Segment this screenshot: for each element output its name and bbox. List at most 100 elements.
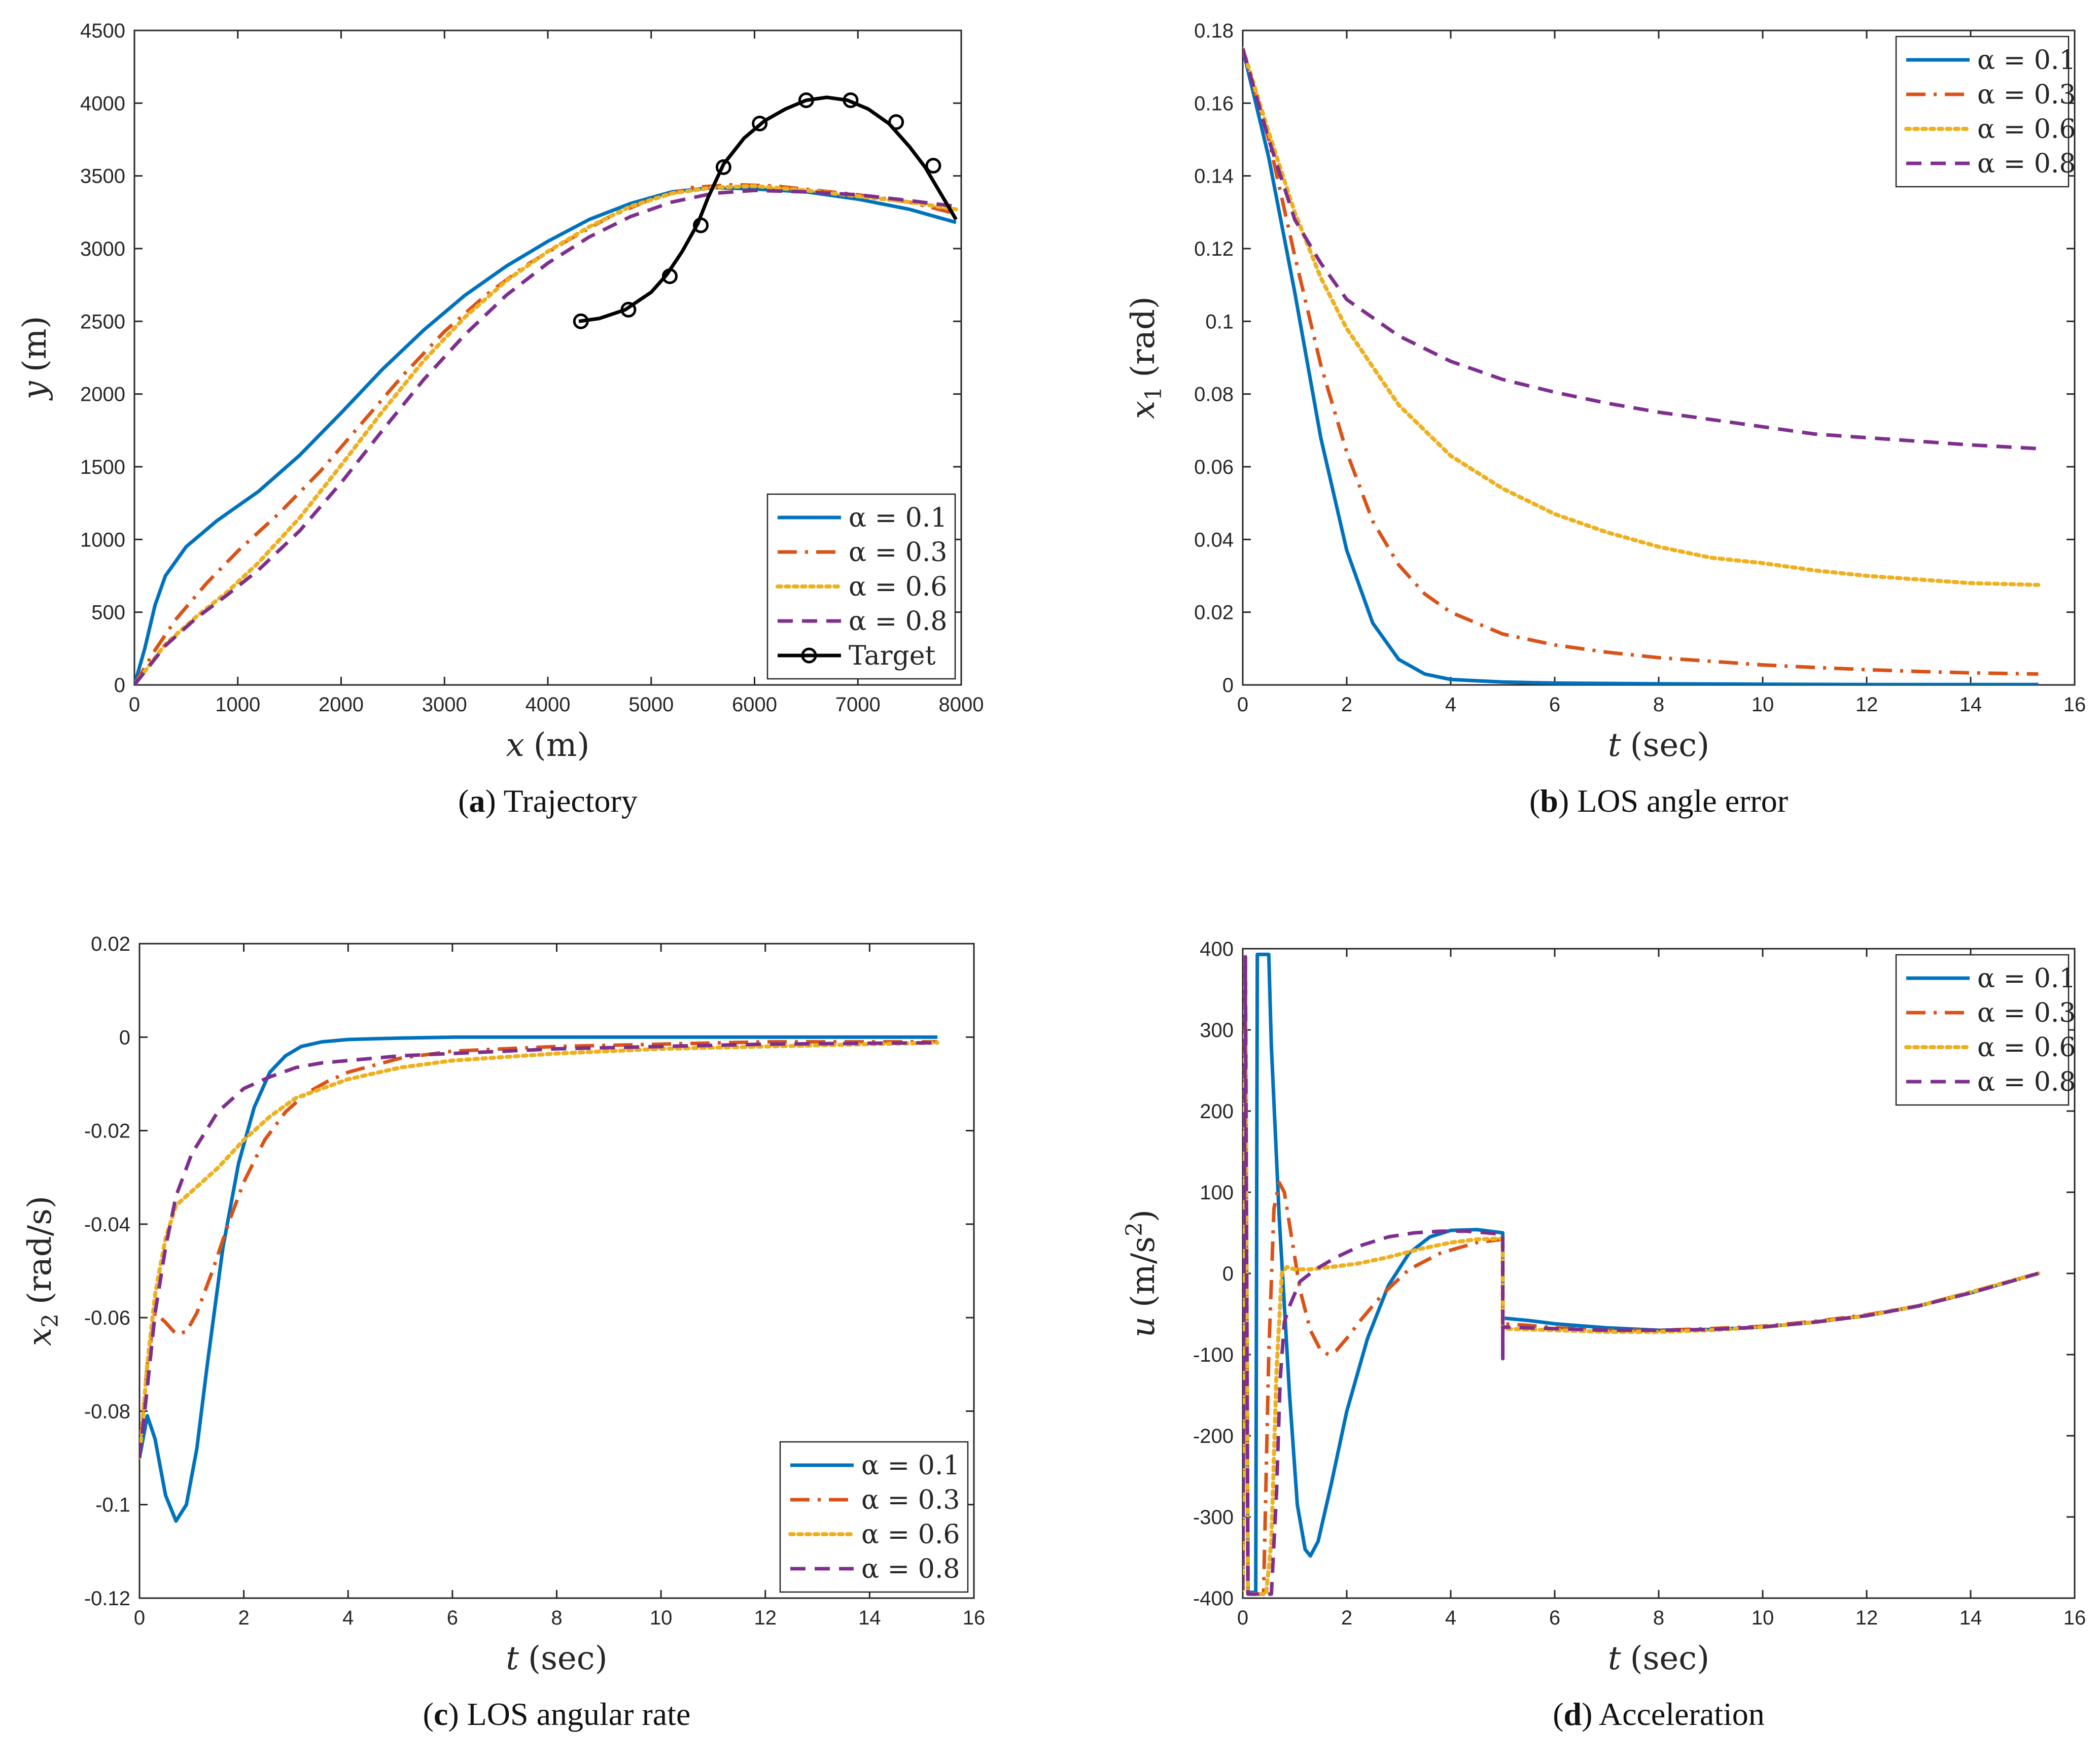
- y-axis-unit: (m): [16, 316, 54, 372]
- x-tick-label: 6: [447, 1607, 458, 1629]
- legend: α = 0.1 α = 0.3 α = 0.6 α = 0.8: [1895, 954, 2076, 1106]
- y-tick-label: -200: [1193, 1425, 1234, 1447]
- caption-letter: c: [434, 1696, 448, 1732]
- y-tick-label: -0.04: [84, 1214, 130, 1236]
- target-marker: [843, 92, 859, 109]
- legend-label: α = 0.6: [1977, 1032, 2076, 1063]
- y-tick-label: 0: [114, 674, 125, 697]
- y-tick-label: 2000: [80, 384, 125, 406]
- x-axis-unit: (sec): [1630, 727, 1710, 764]
- x-axis-unit: (sec): [1630, 1640, 1710, 1677]
- legend: α = 0.1 α = 0.3 α = 0.6 α = 0.8 Target: [766, 493, 956, 680]
- legend-label: α = 0.6: [861, 1519, 960, 1550]
- legend-label: α = 0.3: [861, 1485, 960, 1515]
- x-tick-label: 4000: [526, 694, 571, 716]
- x-tick-label: 0: [1237, 1607, 1248, 1629]
- y-tick-label: -300: [1193, 1506, 1234, 1529]
- series-line-2: [1243, 955, 2041, 1596]
- legend-label: α = 0.8: [1977, 149, 2076, 179]
- y-tick-label: -0.1: [95, 1494, 130, 1516]
- y-tick-label: -0.08: [84, 1400, 130, 1423]
- y-axis-label: u (m/s2): [1122, 1210, 1162, 1337]
- target-marker: [693, 217, 709, 233]
- y-tick-label: 0.16: [1194, 92, 1234, 115]
- y-axis-var: y: [16, 381, 54, 401]
- y-tick-label: 0.12: [1194, 238, 1234, 260]
- y-axis-subscript: 2: [38, 1314, 63, 1328]
- y-axis-label: y (m): [16, 316, 54, 401]
- target-marker: [573, 313, 589, 329]
- x-tick-label: 4: [1445, 1607, 1456, 1629]
- caption-paren-open: (: [458, 783, 469, 819]
- x-tick-label: 12: [1856, 1607, 1878, 1629]
- x-tick-label: 16: [2063, 694, 2086, 716]
- x-axis-var: t: [1608, 727, 1621, 764]
- x-tick-label: 10: [1752, 694, 1774, 716]
- legend: α = 0.1 α = 0.3 α = 0.6 α = 0.8: [779, 1441, 969, 1593]
- y-tick-label: 0.04: [1194, 529, 1234, 551]
- y-tick-label: 200: [1200, 1100, 1234, 1123]
- y-axis-var: u: [1125, 1317, 1162, 1337]
- series-group: [134, 92, 958, 685]
- x-tick-label: 12: [1856, 694, 1878, 716]
- caption-text: Acceleration: [1599, 1696, 1765, 1732]
- y-tick-label: -0.06: [84, 1307, 130, 1329]
- panel-caption: (d) Acceleration: [1553, 1696, 1765, 1732]
- target-marker: [715, 159, 731, 175]
- caption-paren-close: ): [1582, 1696, 1599, 1732]
- caption-paren-open: (: [1553, 1696, 1563, 1732]
- target-marker: [752, 115, 768, 131]
- legend-label: α = 0.3: [1977, 80, 2076, 110]
- panel-c: 0 2 4 6 8 10 12 14 16 -0.12 -0.1 -0.08 -0.06 -0.04 -0.…: [21, 933, 985, 1732]
- y-tick-label: 100: [1200, 1182, 1234, 1204]
- caption-text: Trajectory: [504, 783, 638, 819]
- x-axis-unit: (sec): [528, 1640, 608, 1677]
- target-marker: [925, 158, 941, 174]
- x-tick-label: 7000: [835, 694, 881, 716]
- x-tick-label: 2: [238, 1607, 250, 1629]
- series-group: [1243, 46, 2041, 685]
- caption-paren-open: (: [1529, 783, 1540, 819]
- x-axis-var: t: [1608, 1640, 1621, 1677]
- x-tick-label: 14: [858, 1607, 881, 1629]
- x-tick-label: 1000: [215, 694, 260, 716]
- x-tick-label: 3000: [422, 694, 467, 716]
- x-tick-label: 6: [1549, 694, 1560, 716]
- legend-marker: [801, 647, 817, 664]
- legend-label: α = 0.8: [849, 606, 947, 637]
- y-tick-label: 0: [119, 1026, 130, 1049]
- series-line-3: [139, 1041, 938, 1458]
- caption-letter: d: [1564, 1696, 1582, 1732]
- caption-letter: b: [1540, 783, 1558, 819]
- target-marker: [620, 301, 637, 318]
- x-axis-unit: (m): [534, 727, 590, 764]
- x-axis-label: t (sec): [506, 1640, 607, 1677]
- y-tick-label: 0.02: [91, 933, 130, 955]
- series-line-3: [1243, 955, 2039, 1596]
- y-tick-label: -0.02: [84, 1120, 130, 1143]
- y-tick-label: 0.06: [1194, 456, 1234, 478]
- caption-paren-close: ): [1558, 783, 1577, 819]
- caption-text: LOS angular rate: [467, 1696, 691, 1732]
- y-tick-label: 1500: [80, 456, 125, 478]
- caption-letter: a: [469, 783, 485, 819]
- x-tick-label: 5000: [628, 694, 674, 716]
- legend-label: α = 0.8: [861, 1554, 960, 1584]
- y-tick-label: 0.18: [1194, 20, 1234, 42]
- y-axis-unit: (m/s: [1125, 1236, 1162, 1307]
- y-tick-label: -0.12: [84, 1587, 130, 1610]
- series-line-2: [134, 184, 958, 685]
- x-tick-label: 8: [551, 1607, 562, 1629]
- x-tick-label: 4: [342, 1607, 354, 1629]
- x-tick-label: 6: [1549, 1607, 1560, 1629]
- x-tick-label: 0: [1237, 694, 1248, 716]
- x-axis-label: x (m): [506, 727, 590, 764]
- legend-label: α = 0.1: [1977, 45, 2076, 76]
- y-axis-unit: (rad/s): [21, 1196, 59, 1304]
- x-tick-label: 10: [1752, 1607, 1774, 1629]
- y-tick-label: 3000: [80, 238, 125, 260]
- y-tick-label: -100: [1193, 1344, 1234, 1366]
- x-axis-label: t (sec): [1608, 727, 1709, 764]
- y-tick-label: 1000: [80, 529, 125, 551]
